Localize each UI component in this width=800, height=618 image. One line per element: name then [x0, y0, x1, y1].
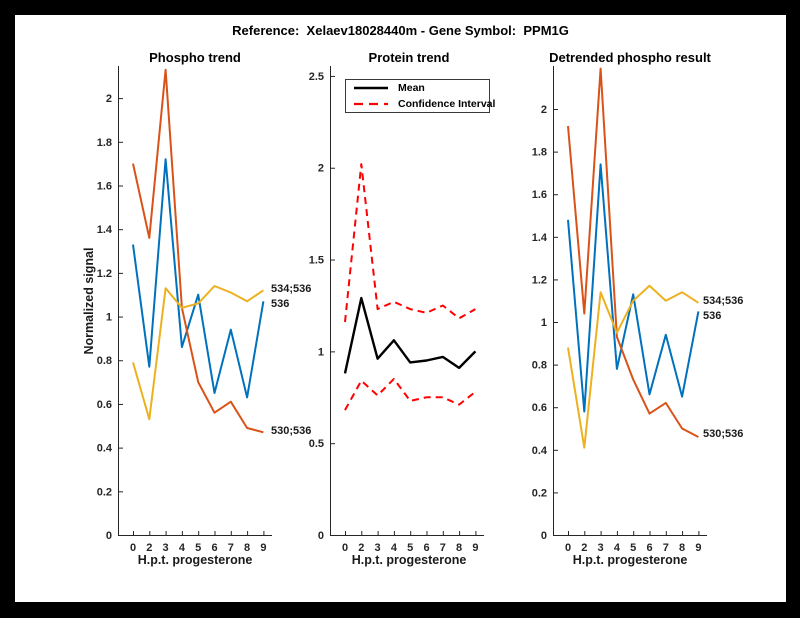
x-tick-label: 9	[260, 542, 266, 554]
series-line-530-536	[567, 67, 699, 438]
y-tick-label: 1	[541, 317, 547, 329]
y-tick-label: 1.5	[309, 255, 324, 267]
x-tick-label: 7	[228, 542, 234, 554]
legend-label-mean: Mean	[398, 82, 425, 95]
series-end-label-534-536: 534;536	[271, 283, 312, 295]
x-tick-label: 2	[146, 542, 152, 554]
x-tick-label: 4	[179, 542, 186, 554]
series-line-confidence-interval-upper	[344, 163, 476, 323]
matlab-figure: Reference: Xelaev18028440m - Gene Symbol…	[15, 15, 786, 602]
x-tick-label: 5	[630, 542, 636, 554]
x-tick-label: 0	[565, 542, 571, 554]
x-tick-label: 5	[407, 542, 413, 554]
x-tick-label: 3	[163, 542, 169, 554]
y-tick-label: 1	[318, 346, 324, 358]
y-tick-label: 1.2	[97, 268, 112, 280]
y-tick-label: 1.4	[532, 232, 548, 244]
legend-label-confidence-interval: Confidence Interval	[398, 97, 496, 110]
x-axis-label-protein: H.p.t. progesterone	[351, 553, 467, 567]
y-tick-label: 0.5	[309, 438, 324, 450]
y-tick-label: 0.2	[532, 487, 547, 499]
legend-entry-mean: Mean	[346, 81, 489, 95]
y-tick-label: 0	[318, 530, 324, 542]
series-line-530-536	[132, 68, 264, 434]
x-tick-label: 4	[614, 542, 621, 554]
x-tick-label: 7	[663, 542, 669, 554]
y-tick-label: 0.6	[532, 402, 547, 414]
x-tick-label: 2	[358, 542, 364, 554]
y-tick-label: 0	[106, 530, 112, 542]
y-tick-label: 0.6	[97, 399, 112, 411]
y-tick-label: 1.6	[97, 180, 112, 192]
series-end-label-530-536: 530;536	[271, 425, 312, 437]
x-tick-label: 5	[195, 542, 201, 554]
legend: Mean Confidence Interval	[345, 79, 495, 113]
x-tick-label: 9	[472, 542, 478, 554]
y-tick-label: 0.8	[97, 355, 112, 367]
series-end-label-536-detrended: 536	[703, 310, 722, 322]
y-tick-label: 1.8	[97, 137, 112, 149]
series-line-536	[132, 158, 265, 399]
x-tick-label: 6	[646, 542, 652, 554]
y-tick-label: 0.4	[532, 445, 548, 457]
y-tick-label: 1.4	[97, 224, 113, 236]
series-line-534-536	[567, 284, 699, 449]
y-tick-label: 2	[106, 93, 112, 105]
x-tick-label: 3	[598, 542, 604, 554]
y-tick-label: 0.4	[97, 443, 113, 455]
x-tick-label: 2	[581, 542, 587, 554]
panel-title-detrended-result: Detrended phospho result	[549, 50, 711, 65]
x-tick-label: 3	[375, 542, 381, 554]
series-line-536	[567, 163, 700, 413]
series-end-label-530-536-detrended: 530;536	[703, 428, 744, 440]
x-tick-label: 4	[391, 542, 398, 554]
x-tick-label: 0	[130, 542, 136, 554]
x-axis-label-phospho: H.p.t. progesterone	[137, 553, 253, 567]
series-line-confidence-interval-lower	[344, 377, 477, 411]
y-tick-label: 2	[318, 163, 324, 175]
x-tick-label: 6	[211, 542, 217, 554]
y-tick-label: 2.5	[309, 71, 324, 83]
series-end-label-536: 536	[271, 298, 290, 310]
panel-title-phospho-trend: Phospho trend	[149, 50, 241, 65]
legend-mean-line-swatch	[354, 87, 388, 90]
y-tick-label: 0.8	[532, 360, 547, 372]
x-tick-label: 0	[342, 542, 348, 554]
x-tick-label: 8	[456, 542, 462, 554]
x-tick-label: 8	[244, 542, 250, 554]
y-tick-label: 1.8	[532, 147, 547, 159]
legend-entry-confidence-interval: Confidence Interval	[346, 97, 495, 111]
x-tick-label: 6	[423, 542, 429, 554]
legend-ci-line-swatch	[354, 102, 388, 105]
series-line-534-536	[132, 285, 264, 421]
series-end-label-534-536-detrended: 534;536	[703, 295, 744, 307]
y-tick-label: 0	[541, 530, 547, 542]
panel-title-protein-trend: Protein trend	[368, 50, 450, 65]
plot-canvas: 00.20.40.60.811.21.41.61.820 2 3 4 5 6 7 8 900.5…	[97, 66, 707, 554]
y-tick-label: 1	[106, 312, 112, 324]
x-tick-label: 7	[440, 542, 446, 554]
series-line-mean	[343, 296, 477, 374]
y-tick-label: 1.2	[532, 274, 547, 286]
x-tick-label: 9	[695, 542, 701, 554]
y-tick-label: 2	[541, 104, 547, 116]
y-tick-label: 1.6	[532, 189, 547, 201]
y-tick-label: 0.2	[97, 486, 112, 498]
figure-title: Reference: Xelaev18028440m - Gene Symbol…	[232, 23, 569, 38]
x-tick-label: 8	[679, 542, 685, 554]
x-axis-label-detrended: H.p.t. progesterone	[572, 553, 688, 567]
